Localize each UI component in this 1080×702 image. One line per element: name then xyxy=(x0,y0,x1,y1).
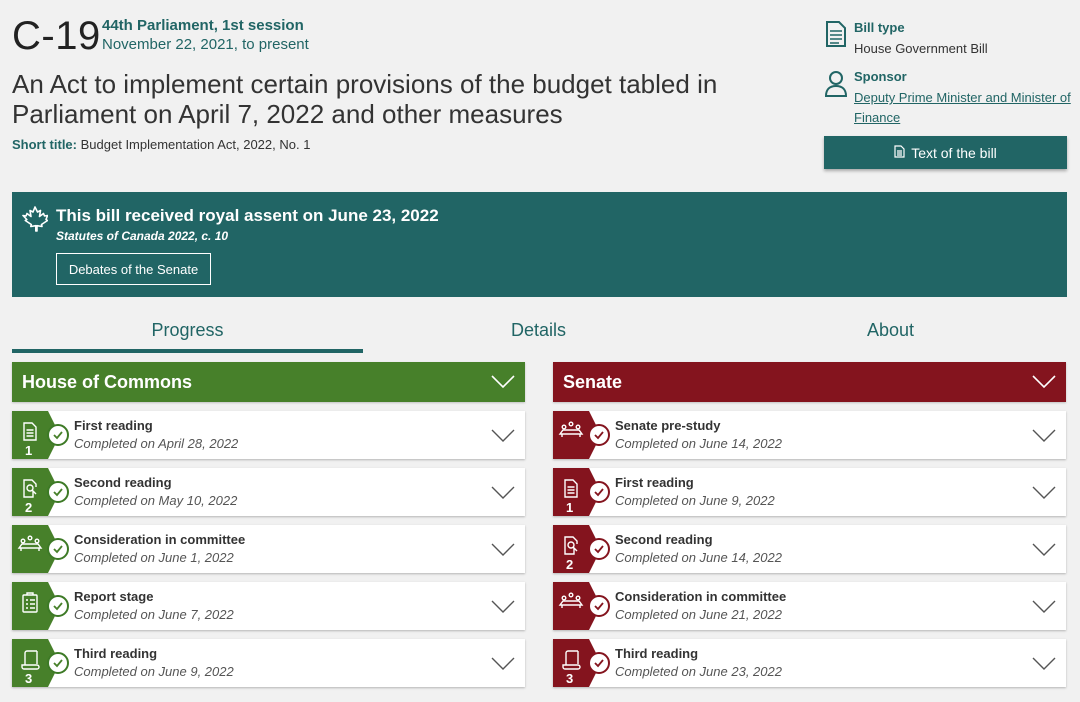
stage-name: Third reading xyxy=(615,646,699,661)
stage-name: Consideration in committee xyxy=(615,589,787,604)
text-of-bill-button[interactable]: Text of the bill xyxy=(824,136,1067,169)
chevron-down-icon xyxy=(491,596,515,621)
checkmark-icon xyxy=(47,595,69,617)
royal-assent-banner: This bill received royal assent on June … xyxy=(12,192,1067,297)
stage-name: Second reading xyxy=(615,532,713,547)
debates-senate-button[interactable]: Debates of the Senate xyxy=(56,253,211,285)
reading-number: 1 xyxy=(25,443,33,458)
document-search-icon xyxy=(553,525,601,573)
stage-name: Second reading xyxy=(74,475,172,490)
checkmark-icon xyxy=(588,481,610,503)
royal-assent-text: This bill received royal assent on June … xyxy=(56,206,439,225)
stage-row[interactable]: 2 Second reading Completed on May 10, 2022 xyxy=(12,468,525,516)
stage-row[interactable]: Consideration in committee Completed on J… xyxy=(553,582,1066,630)
checkmark-icon xyxy=(588,424,610,446)
stage-date: Completed on June 21, 2022 xyxy=(615,607,782,622)
checkmark-icon xyxy=(47,424,69,446)
reading-number: 1 xyxy=(566,500,574,515)
short-title-label: Short title: xyxy=(12,137,77,152)
stage-name: Senate pre-study xyxy=(615,418,721,433)
stage-row[interactable]: 1 First reading Completed on June 9, 2022 xyxy=(553,468,1066,516)
stage-row[interactable]: 2 Second reading Completed on June 14, 202… xyxy=(553,525,1066,573)
clipboard-icon xyxy=(12,582,60,630)
chevron-down-icon xyxy=(491,425,515,450)
chevron-down-icon xyxy=(1032,425,1056,450)
senate-header[interactable]: Senate xyxy=(553,362,1066,402)
tab-progress[interactable]: Progress xyxy=(151,320,224,340)
sponsor-label: Sponsor xyxy=(854,69,907,84)
stage-row[interactable]: Consideration in committee Completed on J… xyxy=(12,525,525,573)
stage-date: Completed on June 14, 2022 xyxy=(615,436,782,451)
committee-icon xyxy=(553,582,601,630)
stage-name: First reading xyxy=(74,418,153,433)
document-search-icon xyxy=(12,468,60,516)
chevron-down-icon xyxy=(491,653,515,678)
stage-row[interactable]: Senate pre-study Completed on June 14, 20… xyxy=(553,411,1066,459)
document-icon xyxy=(553,468,601,516)
bill-type-value: House Government Bill xyxy=(854,41,988,56)
checkmark-icon xyxy=(47,652,69,674)
stage-date: Completed on June 9, 2022 xyxy=(615,493,775,508)
checkmark-icon xyxy=(588,652,610,674)
reading-number: 3 xyxy=(25,671,33,686)
checkmark-icon xyxy=(47,538,69,560)
stage-date: Completed on June 9, 2022 xyxy=(74,664,234,679)
chevron-down-icon xyxy=(491,371,515,396)
checkmark-icon xyxy=(588,538,610,560)
bill-type-label: Bill type xyxy=(854,20,905,35)
checkmark-icon xyxy=(588,595,610,617)
stage-date: Completed on June 14, 2022 xyxy=(615,550,782,565)
checkmark-icon xyxy=(47,481,69,503)
active-tab-indicator xyxy=(12,349,363,353)
stage-date: Completed on June 7, 2022 xyxy=(74,607,234,622)
file-icon xyxy=(894,144,905,161)
stage-row[interactable]: 3 Third reading Completed on June 9, 2022 xyxy=(12,639,525,687)
stage-date: Completed on May 10, 2022 xyxy=(74,493,238,508)
stage-name: Third reading xyxy=(74,646,158,661)
short-title: Short title: Budget Implementation Act, … xyxy=(12,137,310,152)
document-icon xyxy=(824,20,848,48)
session-dates: November 22, 2021, to present xyxy=(102,36,309,53)
house-of-commons-header[interactable]: House of Commons xyxy=(12,362,525,402)
scroll-icon xyxy=(12,639,60,687)
chevron-down-icon xyxy=(1032,596,1056,621)
chevron-down-icon xyxy=(1032,371,1056,396)
document-icon xyxy=(12,411,60,459)
committee-icon xyxy=(12,525,60,573)
stage-date: Completed on June 1, 2022 xyxy=(74,550,234,565)
statutes-citation: Statutes of Canada 2022, c. 10 xyxy=(56,229,229,243)
bill-title: An Act to implement certain provisions o… xyxy=(12,69,718,129)
sponsor-link[interactable]: Deputy Prime Minister and Minister of Fi… xyxy=(854,90,1071,125)
stage-date: Completed on June 23, 2022 xyxy=(615,664,782,679)
reading-number: 2 xyxy=(566,557,574,572)
house-of-commons-title: House of Commons xyxy=(22,371,193,392)
stage-name: Consideration in committee xyxy=(74,532,246,547)
reading-number: 3 xyxy=(566,671,574,686)
maple-leaf-icon xyxy=(22,206,49,232)
chevron-down-icon xyxy=(1032,539,1056,564)
chevron-down-icon xyxy=(1032,482,1056,507)
chevron-down-icon xyxy=(1032,653,1056,678)
stage-row[interactable]: 3 Third reading Completed on June 23, 2022 xyxy=(553,639,1066,687)
short-title-value: Budget Implementation Act, 2022, No. 1 xyxy=(80,137,311,152)
scroll-icon xyxy=(553,639,601,687)
committee-icon xyxy=(553,411,601,459)
reading-number: 2 xyxy=(25,500,33,515)
chevron-down-icon xyxy=(491,539,515,564)
stage-row[interactable]: 1 First reading Completed on April 28, 202… xyxy=(12,411,525,459)
bill-number: C-19 xyxy=(12,14,101,58)
senate-title: Senate xyxy=(563,371,623,392)
text-of-bill-label: Text of the bill xyxy=(911,144,997,161)
person-icon xyxy=(824,69,848,97)
stage-date: Completed on April 28, 2022 xyxy=(74,436,239,451)
stage-name: First reading xyxy=(615,475,694,490)
stage-row[interactable]: Report stage Completed on June 7, 2022 xyxy=(12,582,525,630)
tab-about[interactable]: About xyxy=(866,320,915,340)
parliament-session: 44th Parliament, 1st session xyxy=(102,17,304,34)
tab-details[interactable]: Details xyxy=(510,320,567,340)
chevron-down-icon xyxy=(491,482,515,507)
stage-name: Report stage xyxy=(74,589,154,604)
